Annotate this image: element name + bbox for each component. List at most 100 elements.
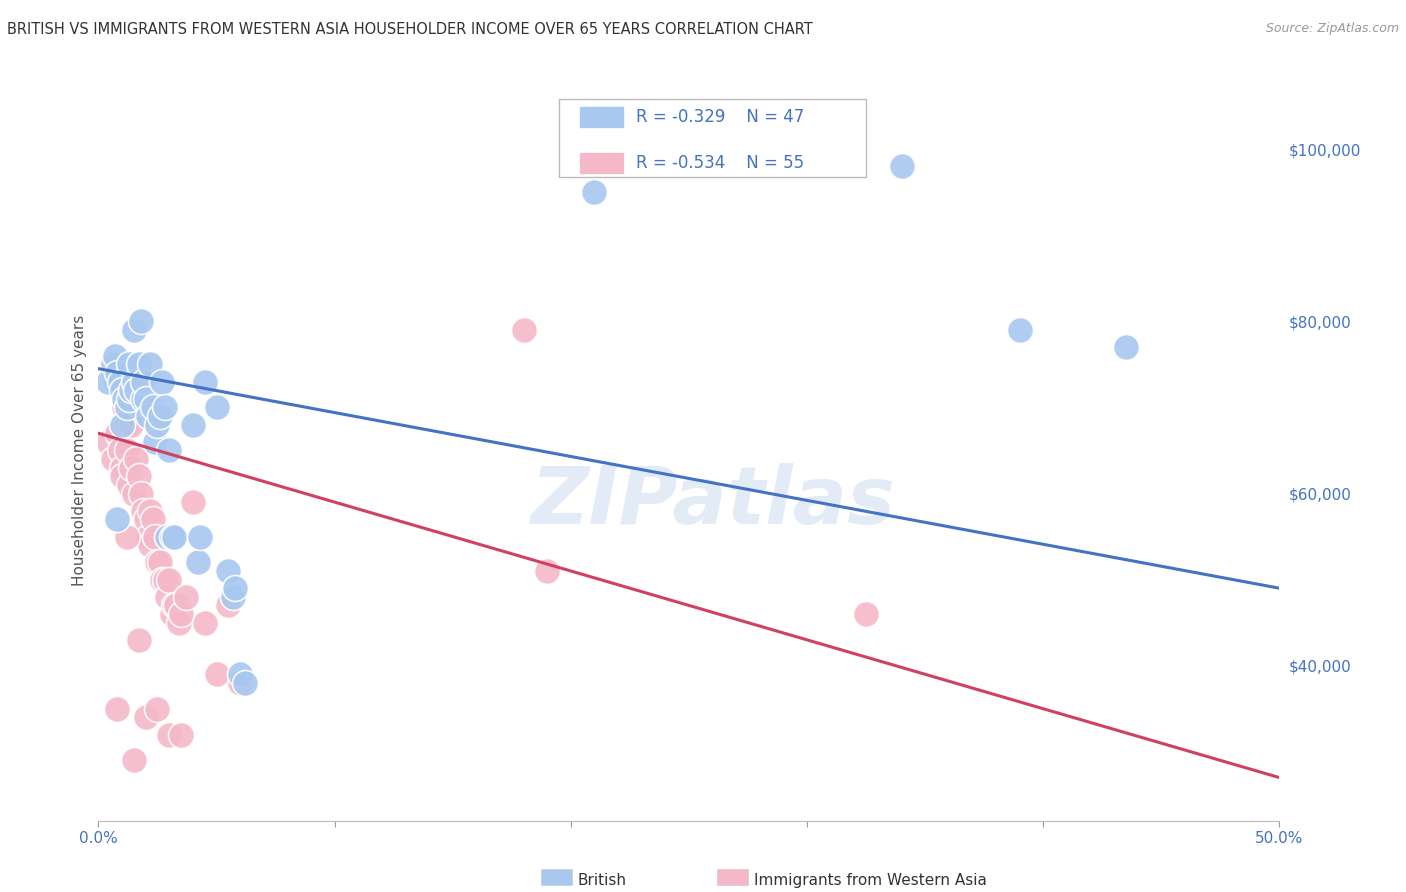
Point <box>156 530 179 544</box>
Point <box>118 392 141 406</box>
Point <box>122 753 145 767</box>
Point <box>194 615 217 630</box>
Point <box>233 676 256 690</box>
Point <box>146 555 169 569</box>
Point <box>139 538 162 552</box>
Point <box>108 375 131 389</box>
Point <box>194 375 217 389</box>
Point <box>160 607 183 621</box>
Point <box>205 667 228 681</box>
Point <box>157 573 180 587</box>
Point <box>128 357 150 371</box>
Text: R = -0.329    N = 47: R = -0.329 N = 47 <box>636 108 804 126</box>
Point <box>165 599 187 613</box>
Point <box>104 349 127 363</box>
Point <box>136 530 159 544</box>
Point <box>150 573 173 587</box>
Point <box>160 530 183 544</box>
Point <box>163 530 186 544</box>
Bar <box>579 106 624 128</box>
Point <box>149 555 172 569</box>
Point <box>157 443 180 458</box>
Point <box>115 417 138 432</box>
Point <box>135 710 157 724</box>
Point <box>135 392 157 406</box>
Point <box>97 375 120 389</box>
Point <box>105 426 128 441</box>
Point <box>187 555 209 569</box>
Point <box>1008 323 1031 337</box>
Point <box>139 357 162 371</box>
Point <box>149 409 172 423</box>
Point <box>188 530 211 544</box>
Text: R = -0.534    N = 55: R = -0.534 N = 55 <box>636 153 804 172</box>
FancyBboxPatch shape <box>560 99 866 177</box>
Point <box>128 632 150 647</box>
Point <box>125 392 148 406</box>
Point <box>115 530 138 544</box>
Point <box>118 478 141 492</box>
Text: BRITISH VS IMMIGRANTS FROM WESTERN ASIA HOUSEHOLDER INCOME OVER 65 YEARS CORRELA: BRITISH VS IMMIGRANTS FROM WESTERN ASIA … <box>7 22 813 37</box>
Point <box>136 409 159 423</box>
Point <box>143 434 166 449</box>
Point <box>890 160 912 174</box>
Point <box>132 392 155 406</box>
Point <box>112 401 135 415</box>
Text: Source: ZipAtlas.com: Source: ZipAtlas.com <box>1265 22 1399 36</box>
Point <box>217 564 239 578</box>
Point <box>153 573 176 587</box>
Point <box>118 375 141 389</box>
Point <box>129 486 152 500</box>
Point <box>583 185 606 199</box>
Bar <box>579 152 624 174</box>
Point <box>143 530 166 544</box>
Point <box>536 564 558 578</box>
Point <box>156 590 179 604</box>
Point <box>97 434 120 449</box>
Point <box>132 504 155 518</box>
Point <box>115 443 138 458</box>
Point <box>125 383 148 397</box>
Point <box>118 357 141 371</box>
Point <box>132 375 155 389</box>
Point <box>224 581 246 595</box>
Point <box>108 443 131 458</box>
Point <box>111 460 134 475</box>
Point <box>174 590 197 604</box>
Point <box>205 401 228 415</box>
Point <box>105 702 128 716</box>
Y-axis label: Householder Income Over 65 years: Householder Income Over 65 years <box>72 315 87 586</box>
Point <box>111 383 134 397</box>
Point <box>104 375 127 389</box>
Point <box>121 383 143 397</box>
Point <box>139 504 162 518</box>
Point <box>128 469 150 483</box>
Point <box>163 599 186 613</box>
Point <box>111 417 134 432</box>
Point <box>135 512 157 526</box>
Point <box>122 486 145 500</box>
Point <box>121 460 143 475</box>
Point <box>855 607 877 621</box>
Point <box>170 607 193 621</box>
Point <box>150 375 173 389</box>
Point <box>105 512 128 526</box>
Point <box>101 452 124 467</box>
Point <box>125 452 148 467</box>
Point <box>129 314 152 328</box>
Point <box>181 417 204 432</box>
Point <box>122 375 145 389</box>
Point <box>1115 340 1137 354</box>
Point <box>146 417 169 432</box>
Point <box>108 357 131 371</box>
Point <box>229 667 252 681</box>
Point <box>111 469 134 483</box>
Point <box>101 357 124 371</box>
Text: ZIPatlas: ZIPatlas <box>530 463 896 541</box>
Point <box>170 727 193 741</box>
Point <box>181 495 204 509</box>
Point <box>115 401 138 415</box>
Point <box>112 392 135 406</box>
Point <box>167 615 190 630</box>
Point <box>121 417 143 432</box>
